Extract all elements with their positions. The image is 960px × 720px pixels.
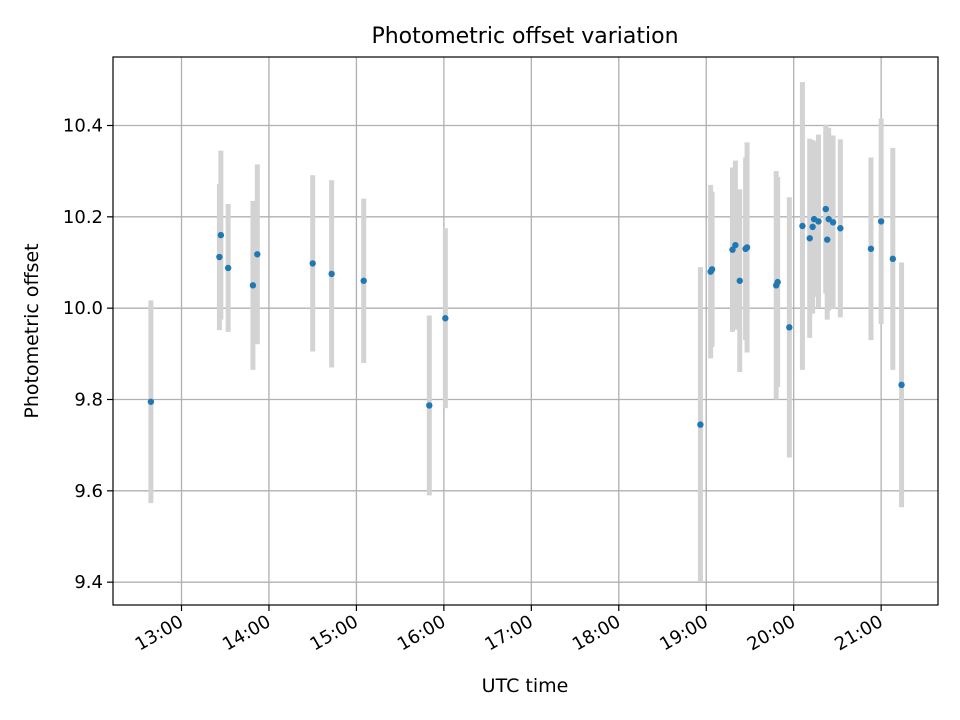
y-axis-label: Photometric offset (21, 243, 43, 418)
data-point (898, 381, 905, 389)
data-point (360, 277, 367, 284)
data-point (815, 218, 822, 225)
x-axis-ticks: 13:00 14:00 15:00 16:00 17:00 18:00 19:00 20:00… (132, 605, 887, 655)
errorbars (148, 82, 905, 583)
y-axis-ticks: 9.4 9.6 9.8 10.0 10.2 10.4 (63, 116, 113, 593)
data-point (697, 421, 704, 428)
data-point (799, 222, 806, 230)
data-point (249, 282, 257, 289)
data-point (786, 324, 793, 331)
x-tick-label: 20:00 (744, 611, 799, 655)
y-tick-label: 9.8 (74, 390, 103, 411)
data-point (729, 246, 736, 253)
data-point (147, 398, 155, 405)
data-point (254, 251, 261, 258)
data-point (216, 253, 223, 261)
x-tick-label: 14:00 (219, 611, 274, 655)
data-point (867, 245, 875, 252)
data-point (806, 235, 813, 242)
data-point (824, 236, 831, 243)
data-point (774, 278, 781, 286)
data-point (743, 244, 751, 251)
data-point (309, 260, 316, 267)
x-tick-label: 17:00 (481, 611, 536, 655)
y-tick-label: 10.4 (63, 116, 103, 137)
plot-frame (112, 56, 939, 606)
y-tick-label: 9.6 (74, 481, 103, 502)
data-point (426, 402, 433, 409)
y-tick-label: 9.4 (74, 572, 103, 593)
data-point (328, 270, 335, 278)
x-tick-label: 13:00 (132, 611, 187, 655)
y-tick-label: 10.2 (63, 207, 103, 228)
data-point (889, 255, 897, 263)
x-axis-label: UTC time (482, 675, 569, 697)
data-point (732, 241, 739, 249)
x-tick-label: 16:00 (394, 611, 449, 655)
x-tick-label: 18:00 (569, 611, 624, 655)
data-point (708, 266, 716, 273)
x-tick-label: 15:00 (306, 611, 361, 655)
data-point (829, 219, 837, 226)
data-point (822, 205, 829, 213)
data-point (877, 218, 885, 225)
data-point (442, 315, 449, 322)
data-points (147, 205, 905, 428)
x-tick-label: 19:00 (656, 611, 711, 655)
data-point (837, 225, 844, 232)
data-point (224, 264, 232, 272)
data-point (217, 231, 225, 239)
chart-title: Photometric offset variation (371, 24, 678, 49)
y-tick-label: 10.0 (63, 298, 103, 319)
data-point (736, 277, 743, 284)
grid (113, 57, 938, 605)
data-point (809, 223, 816, 231)
x-tick-label: 21:00 (831, 611, 886, 655)
